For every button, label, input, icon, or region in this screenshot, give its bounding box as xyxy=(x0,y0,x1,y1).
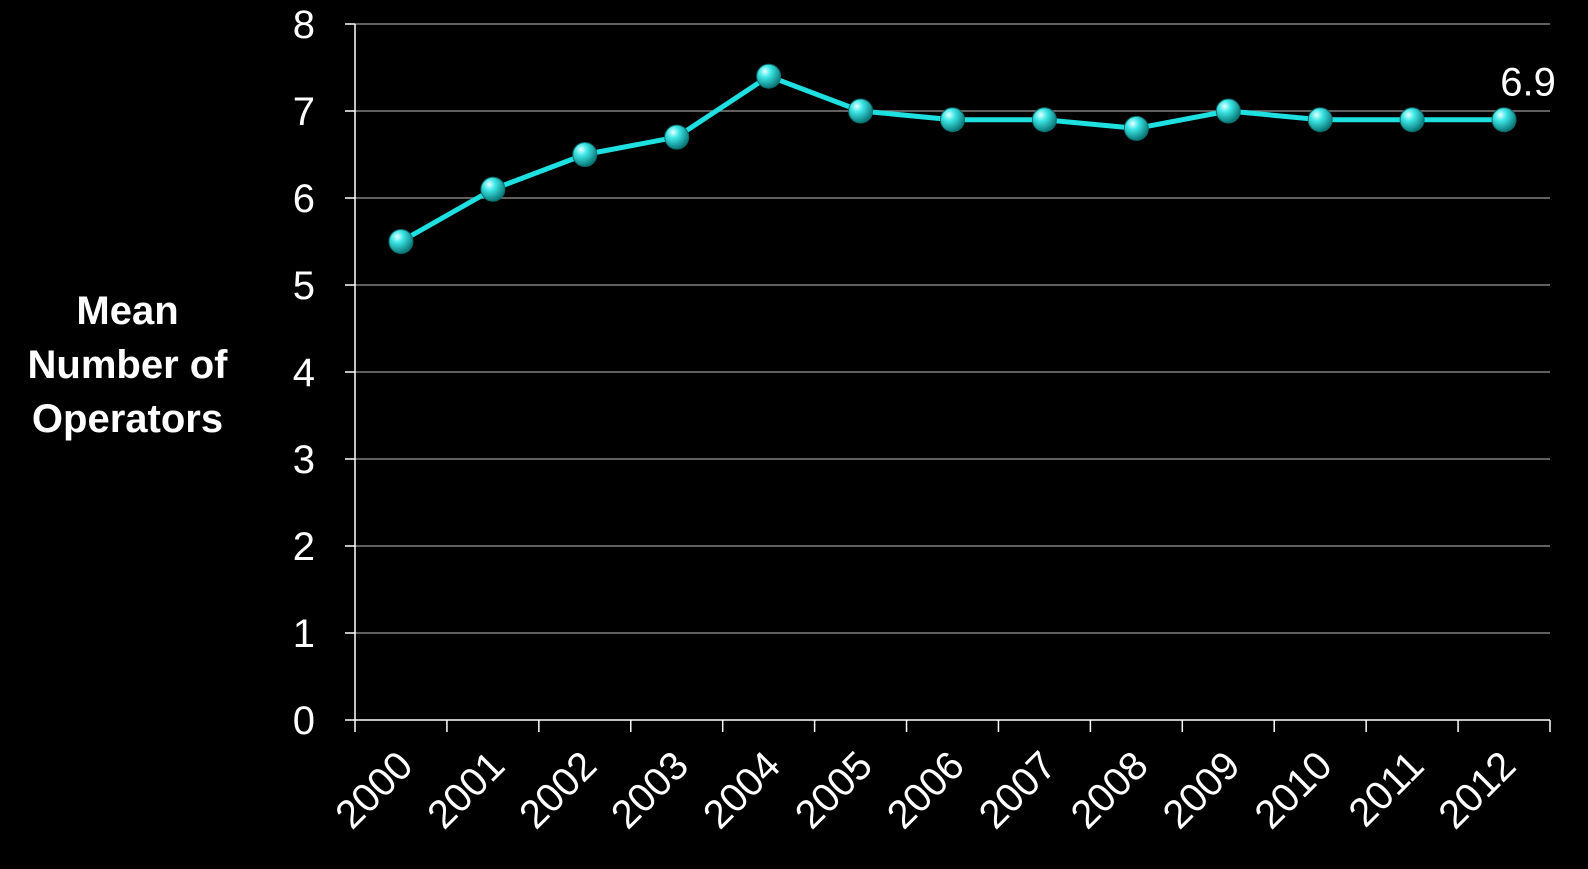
y-tick-label: 2 xyxy=(293,525,315,569)
y-tick-labels: 0 1 2 3 4 5 6 7 8 xyxy=(293,3,315,743)
data-point-2010 xyxy=(1307,107,1333,133)
y-tick-label: 1 xyxy=(293,612,315,656)
x-tick-label: 2012 xyxy=(1430,743,1524,837)
y-tick-label: 0 xyxy=(293,699,315,743)
data-point-2009 xyxy=(1215,98,1241,124)
y-tick-label: 5 xyxy=(293,264,315,308)
x-tick-labels: 2000200120022003200420052006200720082009… xyxy=(327,743,1524,837)
series-line xyxy=(399,73,1505,244)
data-point-2003 xyxy=(664,124,690,150)
data-point-2012 xyxy=(1491,107,1517,133)
x-tick-label: 2004 xyxy=(695,743,789,837)
data-point-2006 xyxy=(940,107,965,133)
y-tick-label: 3 xyxy=(293,438,315,482)
x-tick-label: 2002 xyxy=(511,743,605,837)
x-tick-label: 2006 xyxy=(879,743,973,837)
x-tick-label: 2000 xyxy=(327,743,421,837)
y-tick-label: 6 xyxy=(293,177,315,221)
annotations: 6.9 xyxy=(1500,61,1556,105)
x-tick-label: 2001 xyxy=(419,743,513,837)
data-label-2012: 6.9 xyxy=(1500,61,1556,105)
y-axis-title: Mean Number of Operators xyxy=(27,289,228,441)
x-tick-label: 2008 xyxy=(1063,743,1157,837)
data-point-2007 xyxy=(1031,107,1057,133)
grid-lines xyxy=(355,23,1550,634)
x-tick-label: 2009 xyxy=(1155,743,1249,837)
data-point-2011 xyxy=(1399,107,1425,133)
data-point-2004 xyxy=(756,63,782,89)
data-point-2008 xyxy=(1123,115,1149,141)
axes xyxy=(345,23,1551,732)
data-point-2000 xyxy=(388,229,414,254)
data-point-2005 xyxy=(848,98,874,124)
y-tick-label: 4 xyxy=(293,351,315,395)
x-tick-label: 2011 xyxy=(1341,743,1433,835)
y-tick-label: 7 xyxy=(293,90,315,134)
x-tick-label: 2003 xyxy=(603,743,697,837)
y-tick-label: 8 xyxy=(293,3,315,47)
series-layer xyxy=(388,63,1517,254)
x-tick-label: 2010 xyxy=(1247,743,1341,837)
x-tick-label: 2005 xyxy=(787,743,881,837)
data-point-2002 xyxy=(572,142,598,167)
x-tick-label: 2007 xyxy=(971,743,1065,837)
data-point-2001 xyxy=(480,176,506,202)
